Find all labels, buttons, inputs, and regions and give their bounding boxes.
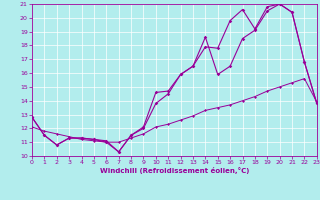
X-axis label: Windchill (Refroidissement éolien,°C): Windchill (Refroidissement éolien,°C) xyxy=(100,167,249,174)
